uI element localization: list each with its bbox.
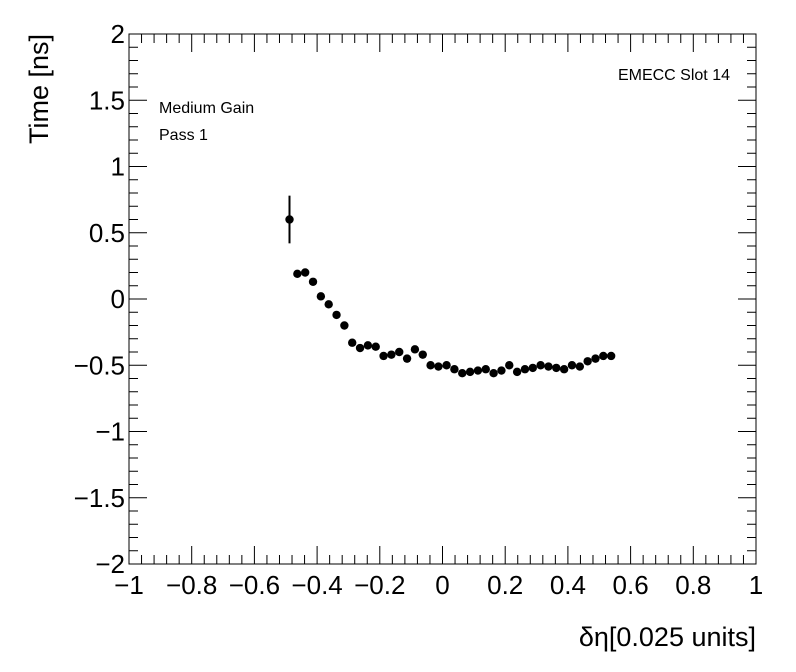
data-point [559, 365, 569, 374]
data-point [324, 300, 333, 309]
data-point [371, 342, 380, 351]
x-axis-tick-labels: −1 −0.8 −0.6 −0.4 −0.2 0 0.2 0.4 0.6 0.8 1 [114, 570, 763, 600]
data-point [599, 351, 608, 361]
y-tick-label: 1.5 [89, 85, 125, 115]
data-point [402, 354, 412, 363]
pass-annotation: Pass 1 [159, 127, 208, 144]
data-point [387, 350, 396, 359]
data-point [285, 215, 294, 224]
data-point [481, 365, 490, 374]
gain-annotation: Medium Gain [159, 100, 254, 117]
y-tick-label: −1 [95, 417, 125, 447]
data-point [465, 367, 475, 377]
data-point [363, 341, 373, 350]
y-tick-label: 1 [111, 152, 125, 182]
x-tick-label: −1 [114, 570, 144, 600]
data-point [583, 357, 592, 366]
data-point [512, 367, 522, 377]
y-axis-tick-labels: −2 −1.5 −1 −0.5 0 0.5 1 1.5 2 [74, 19, 125, 579]
x-tick-label: 0.6 [613, 570, 649, 600]
x-tick-label: −0.8 [166, 570, 217, 600]
data-points [285, 195, 616, 378]
data-point [410, 345, 420, 354]
data-point [332, 310, 341, 320]
x-tick-label: 0.2 [487, 570, 523, 600]
data-point [458, 369, 467, 378]
x-tick-label: 0 [435, 570, 449, 600]
data-point [606, 351, 616, 361]
y-tick-label: 0 [111, 284, 125, 314]
x-tick-label: −0.6 [229, 570, 280, 600]
y-tick-label: 0.5 [89, 218, 125, 248]
data-point [544, 362, 553, 371]
slot-annotation: EMECC Slot 14 [618, 67, 730, 84]
data-point [293, 269, 302, 279]
y-tick-label: −0.5 [74, 350, 125, 380]
y-tick-label: 2 [111, 19, 125, 49]
data-point [575, 362, 585, 371]
data-point [489, 369, 498, 378]
data-point [536, 361, 545, 370]
data-point [520, 365, 530, 374]
x-tick-label: 0.4 [550, 570, 586, 600]
x-axis-title: δη[0.025 units] [579, 622, 756, 652]
data-point [308, 277, 318, 286]
data-point [450, 365, 459, 374]
x-tick-label: 0.8 [675, 570, 711, 600]
data-point [505, 361, 514, 370]
x-tick-label: −0.2 [354, 570, 405, 600]
data-point [379, 351, 388, 361]
data-point [348, 338, 357, 347]
data-point [442, 361, 451, 370]
y-tick-label: −1.5 [74, 483, 125, 513]
data-point [316, 292, 326, 301]
x-axis-ticks [128, 34, 757, 564]
data-point [552, 363, 561, 373]
data-point [497, 366, 506, 375]
y-axis-ticks [129, 33, 756, 565]
x-tick-label: 1 [749, 570, 763, 600]
data-point [434, 362, 443, 371]
data-point [591, 354, 600, 363]
x-tick-label: −0.4 [291, 570, 342, 600]
data-point [418, 350, 427, 359]
data-point [528, 363, 537, 373]
data-point [426, 361, 435, 370]
data-point [473, 366, 483, 375]
data-point [300, 268, 310, 277]
y-tick-label: −2 [95, 549, 125, 579]
data-point [395, 347, 404, 357]
y-axis-title: Time [ns] [24, 34, 54, 144]
data-point [355, 343, 365, 353]
data-point [567, 361, 577, 370]
data-point [340, 321, 349, 330]
